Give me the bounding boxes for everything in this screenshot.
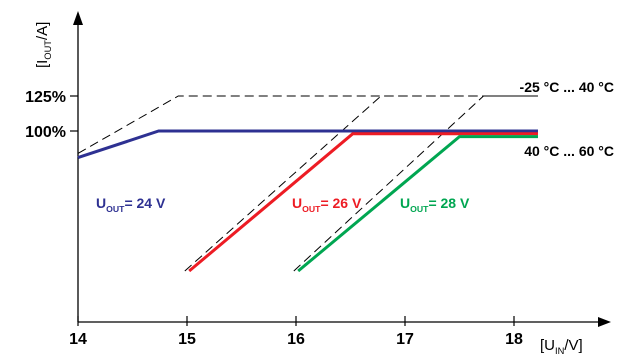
dashed-lines (77, 95, 538, 272)
annotation-0: -25 °C ... 40 °C (520, 79, 614, 95)
series-label-2: UOUT= 28 V (400, 195, 470, 214)
dashed-line-2 (293, 95, 538, 272)
x-tick-label-3: 17 (396, 331, 414, 348)
x-tick-label-4: 18 (505, 331, 523, 348)
series-line-2 (297, 135, 538, 273)
series-lines (77, 129, 538, 273)
annotation-1: 40 °C ... 60 °C (524, 143, 614, 159)
x-tick-label-0: 14 (69, 331, 87, 348)
x-axis-arrow (598, 317, 611, 327)
series-label-0: UOUT= 24 V (96, 195, 166, 214)
x-axis-label: [UIN/V] (540, 337, 583, 356)
series-line-1 (188, 132, 538, 273)
dashed-line-0 (77, 95, 538, 154)
y-axis-arrow (73, 11, 83, 25)
dashed-line-1 (184, 95, 538, 272)
series-line-0 (77, 129, 538, 160)
y-tick-label-1: 125% (25, 89, 66, 106)
x-tick-label-1: 15 (178, 331, 196, 348)
x-tick-label-2: 16 (287, 331, 305, 348)
y-axis-label: [IOUT/A] (34, 22, 53, 68)
labels: UOUT= 24 V UOUT= 26 V UOUT= 28 V -25 °C ...… (96, 79, 614, 214)
y-tick-label-0: 100% (25, 124, 66, 141)
axes: 14 15 16 17 18 100% 125% [IOUT/A] [UIN/V] (25, 11, 611, 356)
series-label-1: UOUT= 26 V (292, 195, 362, 214)
